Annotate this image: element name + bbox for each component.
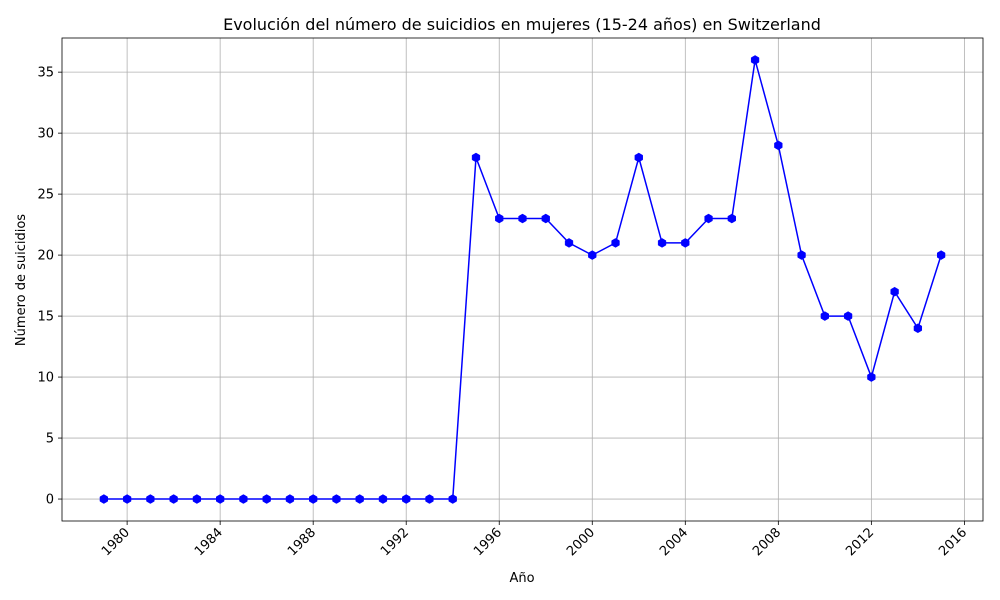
data-point <box>495 213 504 224</box>
data-point <box>727 213 736 224</box>
x-tick-label: 1996 <box>471 525 505 559</box>
grid <box>62 38 983 521</box>
y-tick-label: 15 <box>37 310 54 325</box>
data-point <box>867 372 876 382</box>
data-point <box>913 323 923 334</box>
data-point <box>820 311 829 321</box>
data-point <box>681 238 690 248</box>
x-tick-label: 2000 <box>564 525 598 559</box>
y-tick-label: 5 <box>46 432 54 447</box>
data-point <box>285 494 295 504</box>
data-point <box>402 494 411 504</box>
data-point <box>588 250 597 260</box>
data-point <box>355 494 364 504</box>
data-point <box>192 494 202 504</box>
data-point <box>774 140 783 151</box>
data-point <box>704 213 713 224</box>
data-point <box>239 494 248 504</box>
x-axis-label: Año <box>509 571 534 586</box>
x-tick-label: 2008 <box>750 525 784 559</box>
x-tick-label: 1980 <box>99 525 133 559</box>
x-tick-label: 2004 <box>657 525 691 559</box>
data-point <box>216 494 225 504</box>
data-point <box>564 238 574 248</box>
data-point <box>936 250 946 260</box>
series-line <box>103 59 942 500</box>
ticks: 1980 1984 1988 1992 1996 2000 2004 2008 2012 2016… <box>37 66 970 560</box>
y-axis-label: Número de suicidios <box>14 214 29 346</box>
series-layer <box>99 55 946 504</box>
data-point <box>890 286 899 297</box>
chart-title: Evolución del número de suicidios en muj… <box>223 15 821 34</box>
data-point <box>332 494 341 504</box>
data-point <box>146 494 155 504</box>
data-point <box>122 494 132 504</box>
data-point <box>518 213 527 224</box>
data-point <box>99 494 109 504</box>
x-tick-label: 1984 <box>192 525 226 559</box>
x-tick-label: 1992 <box>378 525 412 559</box>
y-tick-label: 25 <box>37 188 54 203</box>
data-point <box>309 494 318 504</box>
data-point <box>471 152 481 163</box>
x-tick-label: 1988 <box>285 525 319 559</box>
data-point <box>843 311 853 321</box>
x-tick-label: 2012 <box>843 525 877 559</box>
data-point <box>378 494 388 504</box>
data-point <box>634 152 643 163</box>
y-tick-label: 30 <box>37 127 54 142</box>
data-point <box>797 250 806 260</box>
data-point <box>750 55 760 65</box>
data-point <box>425 494 434 504</box>
data-point <box>448 494 457 504</box>
y-tick-label: 35 <box>37 66 54 81</box>
data-point <box>262 494 271 504</box>
data-point <box>541 213 550 224</box>
y-tick-label: 20 <box>37 249 54 264</box>
axes <box>61 37 984 522</box>
plot-frame <box>61 37 984 522</box>
data-point <box>657 238 667 248</box>
y-tick-label: 10 <box>37 371 54 386</box>
data-point <box>169 494 178 504</box>
data-point <box>611 238 620 248</box>
y-tick-label: 0 <box>46 493 54 508</box>
x-tick-label: 2016 <box>936 525 970 559</box>
